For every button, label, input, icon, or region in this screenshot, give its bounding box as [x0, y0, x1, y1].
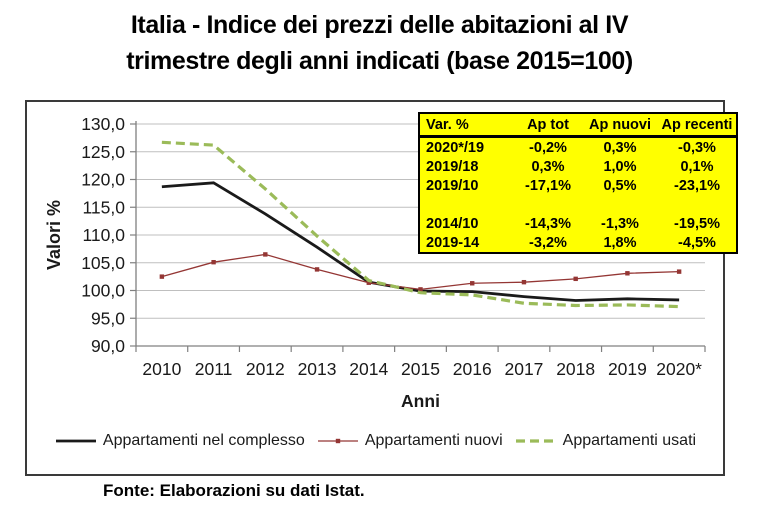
legend-item: Appartamenti nel complesso: [54, 432, 305, 450]
legend-dashed-line-icon: [515, 439, 556, 443]
legend-item: Appartamenti usati: [514, 432, 696, 450]
y-tick-label: 125,0: [81, 142, 125, 162]
var-table-header-cell: Var. %: [419, 113, 514, 138]
var-table-body: 2020*/19 -0,2% 0,3% -0,3% 2019/18 0,3% 1,0% 0,1…: [419, 137, 737, 254]
legend-line-icon: [55, 439, 96, 443]
var-table-cell: -23,1%: [674, 177, 720, 194]
data-point-marker: [366, 280, 371, 285]
y-tick-label: 100,0: [81, 281, 125, 301]
var-table-cell: -4,5%: [678, 234, 716, 251]
var-table-row: 2019-14 -3,2% 1,8% -4,5%: [419, 233, 737, 253]
x-tick-label: 2011: [195, 359, 233, 379]
y-tick-label: 105,0: [81, 253, 125, 273]
var-table-row: 2019/10 -17,1% 0,5% -23,1%: [419, 176, 737, 195]
x-tick-label: 2015: [401, 359, 440, 379]
var-table-cell: 0,3%: [531, 158, 565, 175]
y-tick-label: 110,0: [83, 225, 126, 245]
variation-table: Var. % Ap tot Ap nuovi Ap recenti 2020*/19 -…: [418, 112, 738, 254]
price-index-chart: 130,0 125,0 120,0 115,0 110,0 105,0 100,0 95,0 9…: [44, 114, 706, 411]
var-table-cell: -17,1%: [525, 177, 571, 194]
var-table-row: 2020*/19 -0,2% 0,3% -0,3%: [419, 137, 737, 158]
var-table-cell: 2014/10: [426, 215, 479, 232]
legend-label: Appartamenti nuovi: [364, 432, 503, 449]
var-table-cell: -19,5%: [674, 215, 720, 232]
var-table-cell: 0,5%: [603, 177, 637, 194]
page-title-line2: trimestre degli anni indicati (base 2015…: [126, 47, 633, 75]
var-table-cell: [658, 195, 737, 214]
y-tick-label: 130,0: [81, 114, 125, 134]
var-table-cell: 2019/18: [426, 158, 479, 175]
x-tick-label: 2019: [608, 359, 647, 379]
data-point-marker: [314, 267, 320, 272]
y-axis-title: Valori %: [44, 200, 64, 270]
data-point-marker: [470, 281, 475, 286]
legend-item: Appartamenti nuovi: [316, 432, 503, 450]
x-tick-label: 2013: [298, 359, 337, 379]
data-point-marker: [625, 271, 630, 276]
x-tick-label: 2016: [453, 359, 492, 379]
chart-legend: Appartamenti nel complesso Appartamenti n…: [27, 432, 723, 450]
y-tick-label: 95,0: [91, 308, 125, 328]
x-tick-label: 2018: [556, 359, 595, 379]
var-table-row: [419, 195, 737, 214]
var-table-head-row: Var. % Ap tot Ap nuovi Ap recenti: [419, 113, 737, 138]
chart-frame: 130,0 125,0 120,0 115,0 110,0 105,0 100,0 95,0 9…: [25, 100, 738, 476]
x-tick-label: 2012: [246, 359, 285, 379]
series-line-2: [161, 140, 680, 309]
var-table-cell: 1,0%: [603, 158, 637, 175]
var-table-cell: -1,3%: [601, 215, 639, 232]
var-table-cell: 2019/10: [426, 177, 479, 194]
x-tick-label: 2014: [349, 359, 388, 379]
var-table-row: 2019/18 0,3% 1,0% 0,1%: [419, 157, 737, 176]
var-table-cell: 0,1%: [680, 158, 714, 175]
var-table-cell: [514, 195, 582, 214]
var-table-cell: [419, 195, 514, 214]
var-table-cell: 1,8%: [603, 234, 637, 251]
var-table-header-cell: Ap nuovi: [582, 113, 658, 138]
data-point-marker: [573, 276, 578, 282]
legend-label: Appartamenti nel complesso: [102, 432, 305, 449]
x-tick-label: 2017: [504, 359, 543, 379]
data-point-marker: [521, 279, 527, 285]
var-table-cell: 0,3%: [603, 139, 637, 156]
data-point-marker: [676, 269, 682, 274]
data-point-marker: [418, 287, 423, 292]
page-title-line1: Italia - Indice dei prezzi delle abitazi…: [130, 11, 629, 39]
page-title: Italia - Indice dei prezzi delle abitazi…: [0, 7, 759, 79]
y-tick-label: 120,0: [81, 170, 125, 190]
data-point-marker: [159, 274, 165, 279]
x-tick-label: 2010: [142, 359, 181, 379]
data-point-marker: [263, 252, 268, 257]
var-table-cell: -0,3%: [678, 139, 716, 156]
var-table-cell: 2019-14: [426, 234, 480, 251]
var-table-cell: 2020*/19: [426, 139, 485, 156]
var-table-header-cell: Ap tot: [514, 113, 582, 138]
var-table-cell: [582, 195, 658, 214]
var-table-cell: -3,2%: [529, 234, 567, 251]
x-tick-label: 2020*: [656, 359, 702, 379]
legend-line-icon: [317, 438, 358, 444]
y-tick-label: 90,0: [91, 336, 125, 356]
var-table-cell: -14,3%: [525, 215, 571, 232]
var-table-cell: -0,2%: [529, 139, 567, 156]
y-tick-label: 115,0: [83, 197, 126, 217]
series-line-1: [161, 253, 680, 291]
legend-label: Appartamenti usati: [562, 432, 697, 449]
var-table-header-cell: Ap recenti: [658, 113, 737, 138]
var-table-row: 2014/10 -14,3% -1,3% -19,5%: [419, 214, 737, 233]
x-axis-title: Anni: [401, 391, 440, 411]
data-point-marker: [211, 259, 216, 265]
source-note: Fonte: Elaborazioni su dati Istat.: [103, 481, 365, 500]
